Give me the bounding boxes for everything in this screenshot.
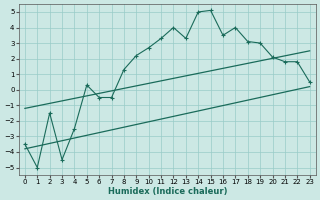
X-axis label: Humidex (Indice chaleur): Humidex (Indice chaleur) [108,187,227,196]
